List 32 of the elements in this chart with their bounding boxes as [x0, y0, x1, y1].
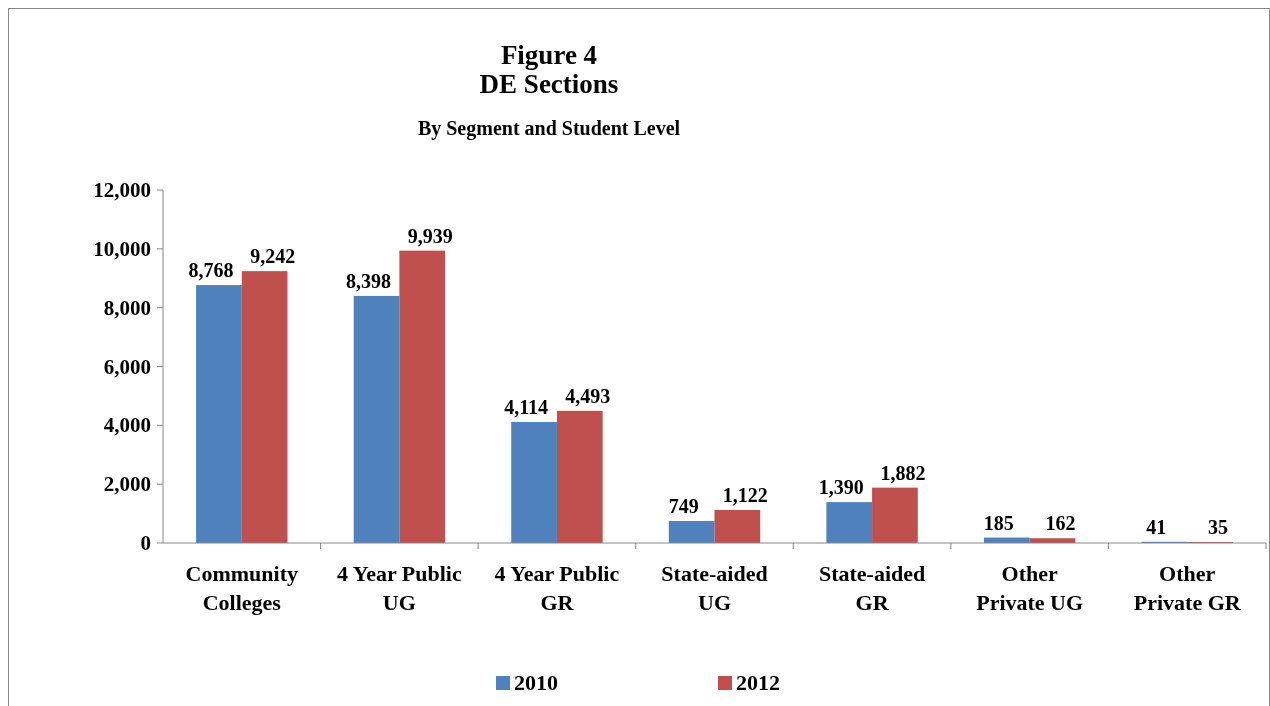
legend-label: 2012 [736, 670, 780, 695]
data-label: 41 [1146, 515, 1167, 538]
data-label: 1,882 [880, 461, 926, 484]
data-label: 9,939 [407, 224, 453, 247]
data-label: 9,242 [250, 245, 296, 268]
y-tick-label: 8,000 [103, 295, 151, 320]
x-tick-label: Other Private GR [1133, 561, 1242, 615]
y-tick-label: 12,000 [93, 178, 151, 202]
x-tick-label: State-aided GR [818, 561, 926, 615]
y-tick-label: 10,000 [93, 236, 151, 261]
x-tick-label: State-aided UG [661, 561, 768, 615]
y-tick-label: 0 [140, 531, 151, 555]
y-tick-label: 6,000 [103, 354, 151, 379]
chart-subtitle: By Segment and Student Level [417, 117, 681, 140]
x-tick-label: Community Colleges [185, 561, 299, 615]
chart-title: Figure 4 DE Sections [479, 40, 619, 99]
data-label: 4,493 [565, 384, 611, 407]
data-label: 185 [983, 511, 1014, 534]
x-tick-label: Other Private UG [976, 561, 1084, 615]
data-label: 8,398 [346, 269, 392, 292]
data-label: 1,122 [722, 483, 768, 506]
data-label: 8,768 [188, 259, 234, 282]
data-label: 35 [1208, 515, 1229, 538]
data-label: 1,390 [818, 476, 864, 499]
y-tick-label: 4,000 [103, 413, 151, 438]
y-tick-label: 2,000 [103, 472, 151, 497]
data-label: 749 [668, 494, 699, 517]
data-label: 4,114 [504, 395, 549, 418]
x-tick-label: 4 Year Public UG [337, 561, 462, 615]
legend-label: 2010 [514, 670, 558, 695]
x-tick-label: 4 Year Public GR [494, 561, 620, 615]
data-label: 162 [1045, 512, 1076, 535]
